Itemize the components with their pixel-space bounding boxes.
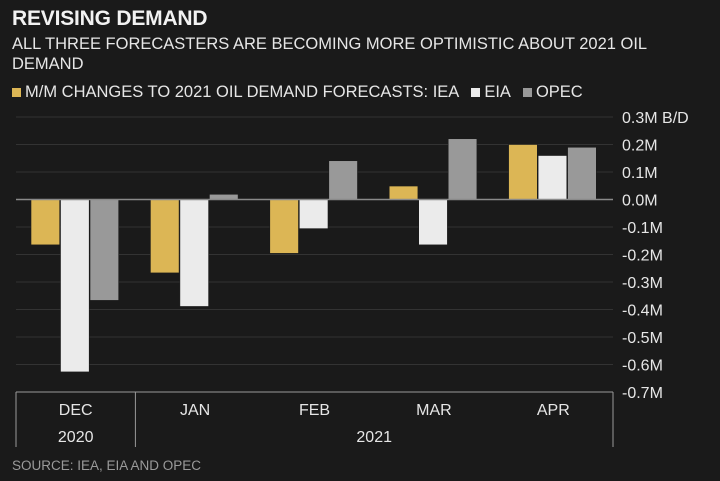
bar-eia-dec <box>60 199 90 373</box>
y-tick-label: 0.3M B/D <box>622 110 689 127</box>
x-axis: DEC JAN FEB MAR APR 2020 2021 <box>15 391 614 447</box>
bar-iea-jan <box>150 199 180 274</box>
x-group-label: 2021 <box>356 429 392 446</box>
y-tick-label: -0.6M <box>622 358 663 375</box>
legend-swatch-opec <box>522 88 532 97</box>
bar-opec-mar <box>447 138 478 200</box>
legend-label-iea: IEA <box>432 83 460 101</box>
y-tick-label: -0.2M <box>622 248 663 265</box>
legend-item-iea: M/M CHANGES TO 2021 OIL DEMAND FORECASTS… <box>12 83 459 102</box>
legend-prefix: M/M CHANGES TO 2021 OIL DEMAND FORECASTS… <box>25 83 429 101</box>
chart-title: REVISING DEMAND <box>12 7 208 30</box>
x-tick-label: APR <box>537 402 570 419</box>
bar-iea-mar <box>388 185 419 200</box>
chart-subtitle: ALL THREE FORECASTERS ARE BECOMING MORE … <box>12 35 647 73</box>
y-tick-label: 0.2M <box>622 138 658 155</box>
bar-eia-apr <box>537 155 568 200</box>
x-tick-label: JAN <box>180 402 210 419</box>
bar-iea-feb <box>269 199 299 254</box>
bars <box>30 138 597 373</box>
y-tick-label: -0.1M <box>622 220 663 237</box>
y-tick-label: -0.3M <box>622 275 663 292</box>
bar-eia-jan <box>179 199 209 307</box>
y-tick-label: -0.5M <box>622 330 663 347</box>
x-group-label: 2020 <box>58 429 94 446</box>
legend-item-opec: OPEC <box>522 83 583 102</box>
legend-label-eia: EIA <box>484 83 511 101</box>
bar-eia-feb <box>298 199 329 229</box>
bar-eia-mar <box>418 199 448 246</box>
legend-item-eia: EIA <box>471 83 511 102</box>
legend-swatch-iea <box>12 88 21 97</box>
bar-opec-feb <box>328 160 358 200</box>
y-axis-ticks: 0.3M B/D 0.2M 0.1M 0.0M -0.1M -0.2M -0.3M -0.4M… <box>622 110 689 402</box>
x-tick-label: DEC <box>59 402 93 419</box>
source-note: SOURCE: IEA, EIA AND OPEC <box>12 458 202 473</box>
bar-opec-jan <box>209 193 239 200</box>
bar-iea-apr <box>508 144 538 200</box>
bar-opec-apr <box>567 146 597 200</box>
legend: M/M CHANGES TO 2021 OIL DEMAND FORECASTS… <box>12 83 595 102</box>
bar-opec-dec <box>89 199 120 301</box>
y-tick-label: -0.7M <box>622 385 663 402</box>
x-tick-label: FEB <box>299 402 330 419</box>
y-tick-label: -0.4M <box>622 303 663 320</box>
y-tick-label: 0.1M <box>622 165 658 182</box>
legend-swatch-eia <box>471 88 481 97</box>
gridlines <box>16 116 613 365</box>
x-tick-label: MAR <box>416 402 452 419</box>
y-tick-label: 0.0M <box>622 193 658 210</box>
legend-label-opec: OPEC <box>535 83 583 101</box>
bar-iea-dec <box>30 199 61 246</box>
